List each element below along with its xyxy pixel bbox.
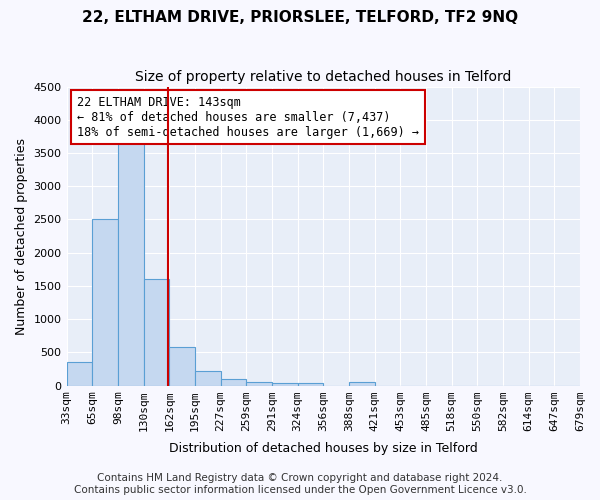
- X-axis label: Distribution of detached houses by size in Telford: Distribution of detached houses by size …: [169, 442, 478, 455]
- Bar: [246, 382, 272, 386]
- Bar: [349, 382, 374, 386]
- Bar: [272, 383, 298, 386]
- Bar: [169, 347, 195, 386]
- Bar: [143, 279, 169, 386]
- Bar: [195, 371, 221, 386]
- Y-axis label: Number of detached properties: Number of detached properties: [15, 138, 28, 334]
- Text: 22 ELTHAM DRIVE: 143sqm
← 81% of detached houses are smaller (7,437)
18% of semi: 22 ELTHAM DRIVE: 143sqm ← 81% of detache…: [77, 96, 419, 138]
- Bar: [92, 220, 118, 386]
- Text: Contains HM Land Registry data © Crown copyright and database right 2024.
Contai: Contains HM Land Registry data © Crown c…: [74, 474, 526, 495]
- Bar: [298, 383, 323, 386]
- Text: 22, ELTHAM DRIVE, PRIORSLEE, TELFORD, TF2 9NQ: 22, ELTHAM DRIVE, PRIORSLEE, TELFORD, TF…: [82, 10, 518, 25]
- Title: Size of property relative to detached houses in Telford: Size of property relative to detached ho…: [135, 70, 511, 84]
- Bar: [221, 379, 246, 386]
- Bar: [118, 140, 143, 386]
- Bar: [67, 362, 92, 386]
